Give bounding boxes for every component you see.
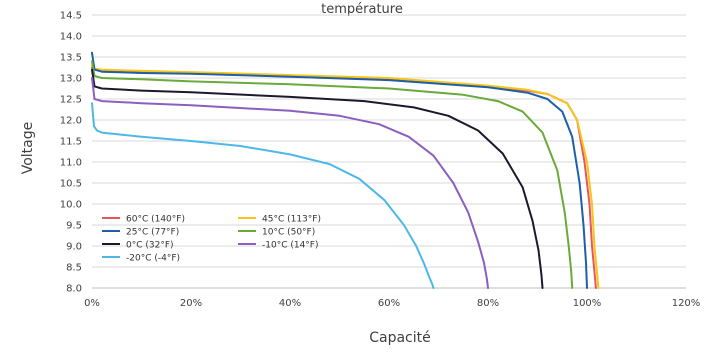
legend: 60°C (140°F) 25°C (77°F) 0°C (32°F) -20°C (… <box>102 215 321 264</box>
y-tick-label: 8.5 <box>66 263 82 274</box>
y-tick-label: 12.5 <box>60 95 82 106</box>
x-tick-label: 60% <box>378 298 400 309</box>
x-tick-label: 20% <box>180 298 202 309</box>
series-line <box>91 60 574 289</box>
y-tick-label: 11.0 <box>60 158 82 169</box>
y-tick-label: 10.0 <box>60 200 82 211</box>
legend-label: -20°C (-4°F) <box>126 254 180 264</box>
x-axis-title: Capacité <box>369 330 431 346</box>
legend-label: 10°C (50°F) <box>262 228 315 238</box>
series-line <box>91 68 544 289</box>
series-line <box>91 51 588 289</box>
x-tick-label: 120% <box>672 298 701 309</box>
y-axis-title: Voltage <box>20 122 36 175</box>
y-tick-label: 13.0 <box>60 74 82 85</box>
y-tick-label: 10.5 <box>60 179 82 190</box>
legend-label: 60°C (140°F) <box>126 215 185 225</box>
axes: 8.0 8.5 9.0 9.5 10.0 10.5 11.0 11.5 12.0 12.5 13.0… <box>60 11 701 310</box>
series-line <box>91 102 435 289</box>
y-tick-label: 8.0 <box>66 284 82 295</box>
legend-label: -10°C (14°F) <box>262 241 319 251</box>
grid-lines <box>92 14 686 289</box>
legend-label: 25°C (77°F) <box>126 228 179 238</box>
y-tick-label: 13.5 <box>60 53 82 64</box>
series-line <box>91 77 489 289</box>
series-line <box>91 64 600 289</box>
x-tick-label: 100% <box>573 298 602 309</box>
x-tick-label: 80% <box>477 298 499 309</box>
legend-label: 45°C (113°F) <box>262 215 321 225</box>
x-tick-label: 40% <box>279 298 301 309</box>
series-lines <box>91 51 600 289</box>
y-tick-label: 9.0 <box>66 242 82 253</box>
x-tick-label: 0% <box>84 298 100 309</box>
y-tick-label: 12.0 <box>60 116 82 127</box>
legend-label: 0°C (32°F) <box>126 241 174 251</box>
y-tick-label: 14.5 <box>60 11 82 22</box>
chart-title: température <box>321 2 403 17</box>
y-tick-label: 9.5 <box>66 221 82 232</box>
y-tick-label: 11.5 <box>60 137 82 148</box>
y-tick-label: 14.0 <box>60 32 82 43</box>
